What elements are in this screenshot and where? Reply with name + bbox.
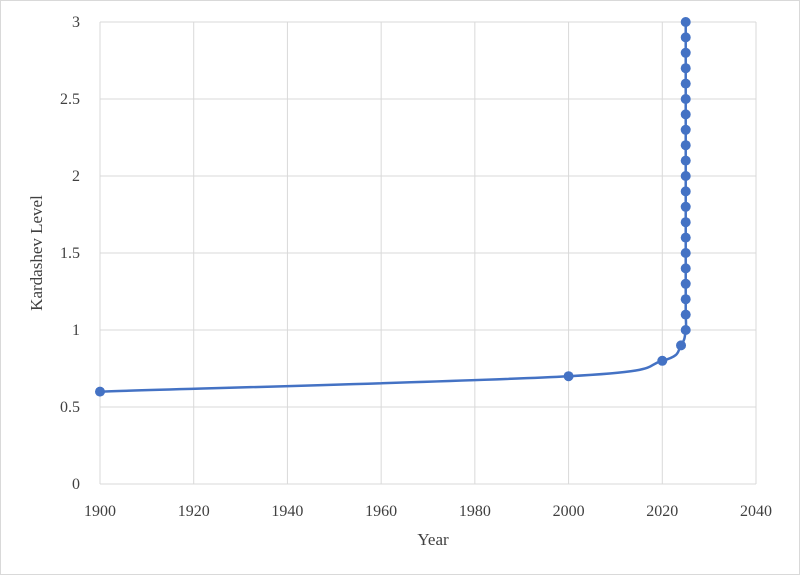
y-tick-label: 0 [72,476,80,493]
data-point [680,217,691,228]
y-tick-labels: 0 0.5 1 1.5 2 2.5 3 [60,14,80,493]
data-points [95,17,691,397]
data-point [680,124,691,135]
data-point [680,155,691,166]
y-tick-label: 1 [72,322,80,339]
data-point [680,140,691,151]
data-point [680,47,691,58]
y-axis-title: Kardashev Level [27,195,46,311]
data-point [563,371,574,382]
x-tick-label: 1960 [365,503,397,520]
data-point [680,278,691,289]
data-point [680,325,691,335]
y-tick-label: 2 [72,168,80,185]
series-line [99,22,688,393]
data-point [95,386,105,397]
y-tick-label: 1.5 [60,245,80,262]
x-axis-title: Year [417,530,449,549]
data-point [680,171,691,181]
data-point [680,109,691,120]
x-tick-labels: 1900 1920 1940 1960 1980 2000 2020 2040 [84,503,772,520]
x-tick-label: 1940 [271,503,303,520]
grid-lines [99,21,757,485]
x-tick-label: 2040 [740,503,772,520]
data-point [676,340,687,351]
data-point [680,17,691,27]
x-tick-label: 2020 [646,503,678,520]
data-point [680,186,691,197]
data-point [680,232,691,243]
data-point [680,94,691,104]
data-point [680,78,691,89]
data-point [680,201,691,212]
y-tick-label: 3 [72,14,80,31]
y-tick-label: 0.5 [60,399,80,416]
data-point [680,263,691,274]
y-tick-label: 2.5 [60,91,80,108]
data-point [680,248,691,258]
x-tick-label: 2000 [553,503,585,520]
data-point [680,32,691,43]
data-point [657,355,668,366]
data-point [680,63,691,74]
x-tick-label: 1980 [459,503,491,520]
x-tick-label: 1900 [84,503,116,520]
data-point [680,294,691,305]
x-tick-label: 1920 [178,503,210,520]
data-point [680,309,691,320]
